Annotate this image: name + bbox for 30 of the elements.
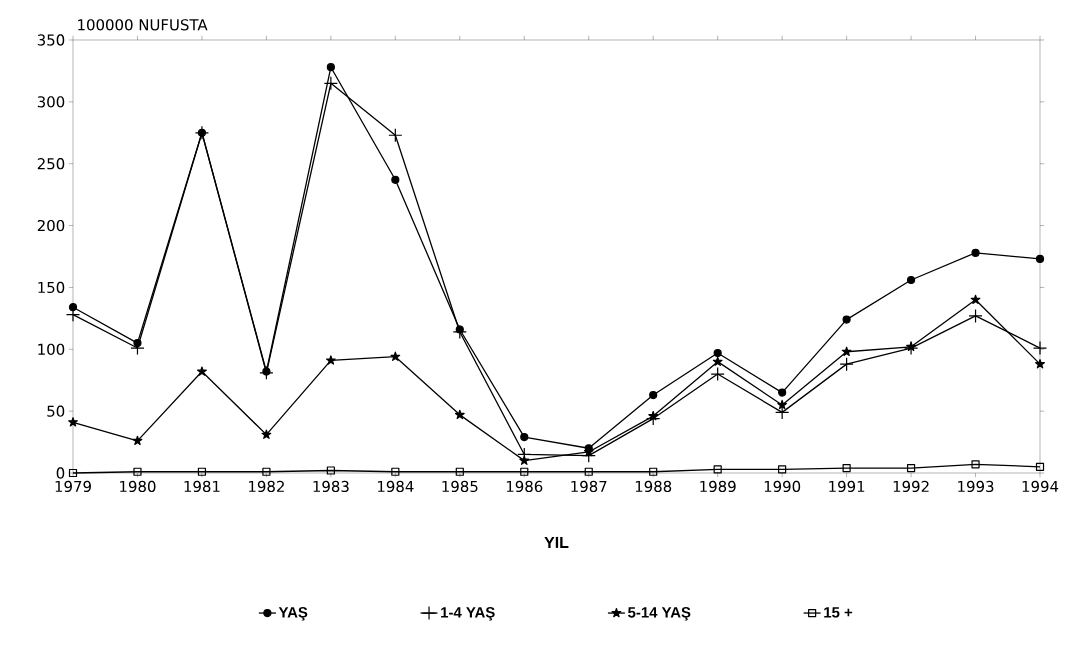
x-tick-label: 1984	[377, 480, 414, 493]
x-tick-label: 1983	[313, 480, 349, 493]
y-tick-label: 350	[37, 34, 65, 46]
x-tick-label: 1981	[184, 480, 220, 493]
y-tick-label: 300	[37, 96, 65, 108]
x-tick-label: 1980	[120, 480, 156, 493]
x-tick-label: 1979	[55, 480, 91, 493]
x-tick-label: 1982	[249, 480, 284, 493]
x-tick-label: 1992	[893, 480, 929, 493]
x-tick-label: 1987	[571, 480, 607, 493]
x-tick-label: 1994	[1022, 480, 1059, 493]
x-tick-label: 1986	[506, 480, 543, 493]
y-tick-label: 100	[38, 343, 65, 355]
y-tick-label: 50	[47, 405, 65, 417]
x-tick-label: 1988	[635, 480, 672, 493]
x-tick-label: 1989	[700, 480, 736, 493]
legend-label: 1-4 YAŞ	[441, 607, 495, 621]
legend-label: YAŞ	[278, 607, 308, 621]
legend-label: 5-14 YAŞ	[628, 607, 691, 621]
x-axis-title: YIL	[544, 536, 569, 548]
y-axis-title: 100000 NUFUSTA	[78, 19, 208, 31]
x-tick-label: 1993	[958, 480, 994, 493]
x-tick-label: 1985	[442, 480, 478, 493]
legend-label: 15 +	[824, 607, 853, 618]
y-tick-label: 250	[37, 158, 65, 170]
y-tick-label: 200	[37, 219, 65, 232]
y-tick-label: 150	[38, 281, 65, 294]
x-tick-label: 1991	[829, 480, 865, 493]
y-tick-label: 0	[56, 467, 65, 479]
x-tick-label: 1990	[764, 480, 801, 493]
